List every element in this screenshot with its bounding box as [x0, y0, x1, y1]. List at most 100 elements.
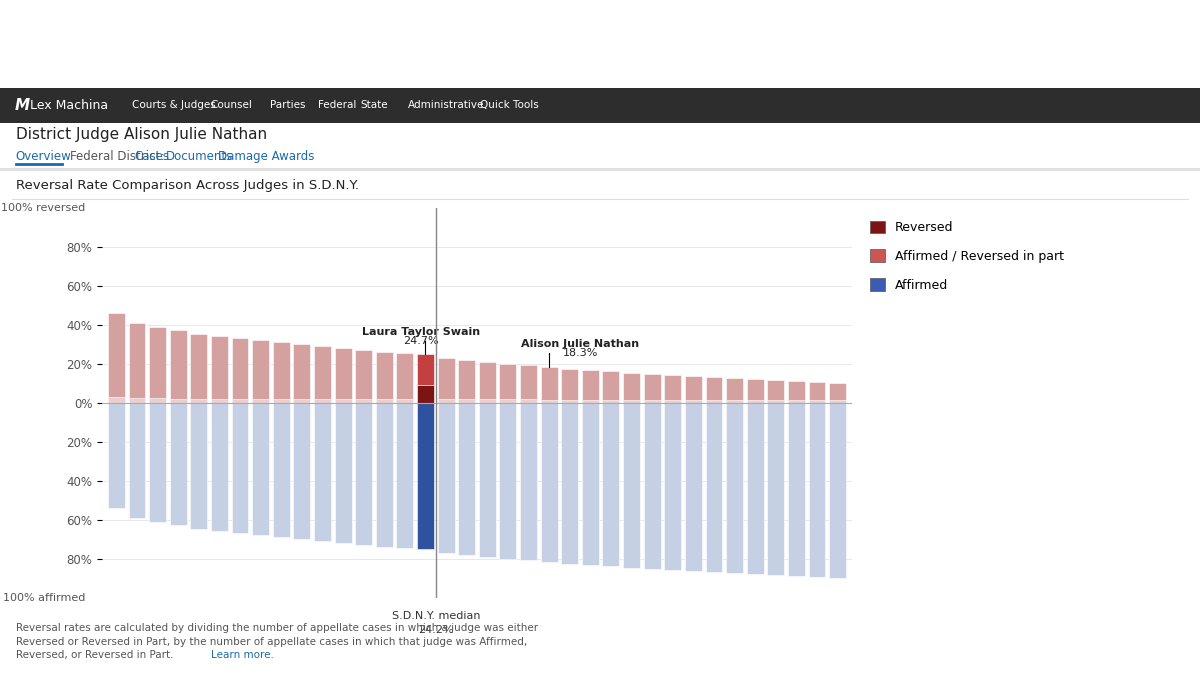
Bar [706, 402, 722, 572]
Bar [643, 375, 660, 400]
Bar [169, 398, 187, 402]
Bar [788, 381, 805, 400]
Text: 24.2%: 24.2% [418, 625, 454, 635]
Bar [252, 398, 269, 402]
Bar [602, 402, 619, 567]
Text: 100% reversed: 100% reversed [1, 202, 85, 212]
Bar [191, 402, 208, 529]
Bar [294, 344, 311, 398]
Bar [314, 346, 331, 398]
Bar [562, 370, 578, 400]
Bar [623, 402, 640, 569]
Bar [829, 400, 846, 402]
Bar [376, 402, 392, 547]
Bar [376, 398, 392, 402]
Bar [108, 397, 125, 402]
Text: S.D.N.Y. median: S.D.N.Y. median [391, 612, 480, 621]
Bar [128, 323, 145, 398]
Bar [767, 380, 785, 400]
Bar [294, 398, 311, 402]
Bar [396, 402, 413, 548]
Bar [809, 382, 826, 400]
Bar [746, 402, 763, 574]
Bar [479, 362, 496, 398]
Bar [458, 360, 475, 398]
Bar [726, 378, 743, 400]
Bar [458, 398, 475, 402]
Bar [149, 402, 166, 522]
Bar [685, 402, 702, 571]
Bar [520, 402, 536, 560]
Text: Overview: Overview [16, 150, 71, 163]
Bar [272, 342, 289, 398]
Bar [108, 402, 125, 508]
Bar [562, 400, 578, 402]
Bar [541, 367, 558, 400]
Bar [623, 373, 640, 400]
Bar [665, 400, 682, 402]
Text: Federal: Federal [318, 100, 356, 110]
Bar [541, 402, 558, 562]
Bar [541, 400, 558, 402]
Bar [562, 402, 578, 565]
Bar [706, 377, 722, 400]
Bar [211, 398, 228, 402]
Bar [582, 400, 599, 402]
Bar [458, 402, 475, 555]
Bar [335, 402, 352, 543]
Bar [272, 402, 289, 537]
Bar [479, 398, 496, 402]
Text: Damage Awards: Damage Awards [218, 150, 314, 163]
Legend: Reversed, Affirmed / Reversed in part, Affirmed: Reversed, Affirmed / Reversed in part, A… [870, 221, 1064, 291]
Bar [294, 402, 311, 539]
Bar [767, 402, 785, 575]
Bar [396, 398, 413, 402]
Bar [355, 398, 372, 402]
Bar [685, 400, 702, 402]
Bar [211, 336, 228, 398]
Text: Administrative: Administrative [408, 100, 485, 110]
Bar [376, 352, 392, 398]
Bar [335, 398, 352, 402]
Bar [149, 327, 166, 398]
Bar [232, 398, 248, 402]
Text: M: M [14, 98, 30, 113]
Bar [272, 398, 289, 402]
Bar [128, 402, 145, 518]
Bar [252, 402, 269, 535]
Bar [788, 402, 805, 576]
Bar [252, 340, 269, 398]
Bar [232, 338, 248, 398]
Bar [396, 353, 413, 398]
Bar [602, 400, 619, 402]
Bar [314, 398, 331, 402]
Bar [623, 400, 640, 402]
Bar [829, 402, 846, 578]
Text: Reversal rates are calculated by dividing the number of appellate cases in which: Reversal rates are calculated by dividin… [16, 623, 538, 633]
Bar [128, 398, 145, 402]
Bar [520, 364, 536, 398]
Bar [232, 402, 248, 533]
Text: Lex Machina: Lex Machina [30, 99, 108, 112]
Bar [499, 398, 516, 402]
Bar [582, 402, 599, 565]
Bar [499, 402, 516, 558]
Text: Alison Julie Nathan: Alison Julie Nathan [521, 339, 640, 349]
Text: Cases: Cases [134, 150, 169, 163]
Bar [788, 400, 805, 402]
Bar [314, 402, 331, 541]
Bar [149, 398, 166, 402]
Bar [643, 400, 660, 402]
Text: Reversal Rate Comparison Across Judges in S.D.N.Y.: Reversal Rate Comparison Across Judges i… [16, 179, 359, 192]
Bar [191, 398, 208, 402]
Bar [829, 383, 846, 400]
Text: Federal District:: Federal District: [70, 150, 164, 163]
Text: Courts & Judges: Courts & Judges [132, 100, 216, 110]
Text: State: State [360, 100, 388, 110]
Bar [335, 348, 352, 398]
Bar [438, 398, 455, 402]
Bar [726, 402, 743, 573]
Bar [643, 402, 660, 569]
Bar [438, 358, 455, 398]
Bar [582, 370, 599, 400]
